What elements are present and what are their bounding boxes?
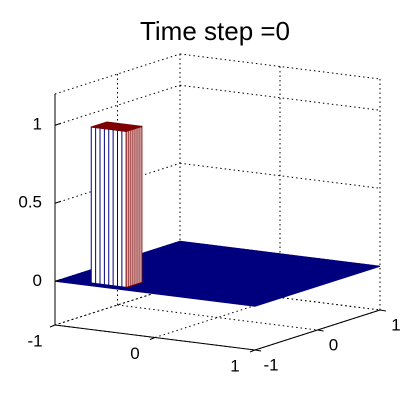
x-tick [49,324,56,328]
x-tick [249,349,256,353]
grid-line [54,84,181,126]
pulse-top [91,121,143,132]
z-tick [54,278,62,282]
z-tick [54,122,62,126]
grid-line [179,84,381,111]
y-tick-label: 0 [329,335,338,354]
grid-line [117,304,318,331]
x-tick-label: 0 [130,344,139,363]
y-tick [379,309,387,312]
z-tick-label: 1 [33,115,42,134]
box-edge [54,284,181,326]
y-tick-label: -1 [263,355,278,374]
y-tick-label: 1 [391,315,400,334]
y-tick [254,349,262,352]
y-tick [317,329,324,332]
z-tick [54,200,62,204]
x-tick-label: -1 [27,331,42,350]
z-tick-label: 0 [33,271,42,290]
x-tick-label: 1 [230,356,239,375]
z-tick-label: 0.5 [18,193,42,212]
box-edge [179,53,381,80]
chart-title: Time step =0 [140,16,290,46]
box-edge [54,53,181,95]
grid-line [54,162,181,204]
grid-line [179,162,381,189]
x-tick [149,337,156,340]
grid-line [179,284,381,311]
